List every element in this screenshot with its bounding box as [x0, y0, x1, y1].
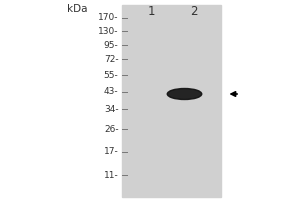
Text: 2: 2 [190, 5, 197, 18]
Text: 26-: 26- [104, 124, 119, 134]
Text: 1: 1 [148, 5, 155, 18]
Text: 130-: 130- [98, 26, 119, 36]
Text: kDa: kDa [67, 4, 87, 14]
Text: 11-: 11- [104, 170, 119, 180]
Bar [122, 5, 220, 197]
Text: 55-: 55- [104, 71, 119, 79]
Text: 34-: 34- [104, 105, 119, 114]
Text: 95-: 95- [104, 40, 119, 49]
Text: 72-: 72- [104, 54, 119, 64]
Text: 43-: 43- [104, 88, 119, 97]
Text: 170-: 170- [98, 14, 119, 22]
Ellipse shape [167, 88, 202, 99]
Text: 17-: 17- [104, 148, 119, 156]
